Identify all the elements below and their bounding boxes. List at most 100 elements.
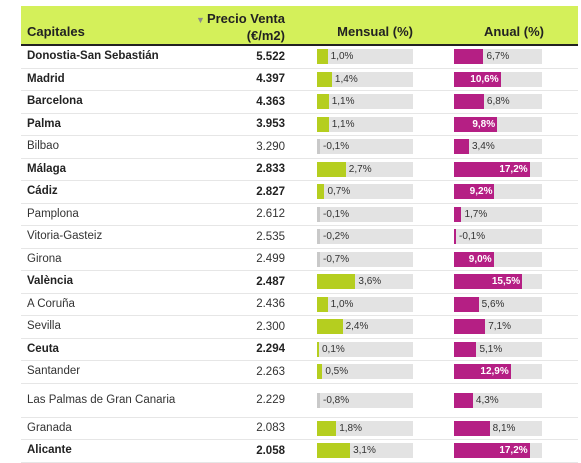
price-cell: 2.229 bbox=[256, 394, 285, 406]
annual-label: 3,4% bbox=[471, 141, 495, 153]
annual-bar bbox=[454, 94, 484, 110]
annual-bar-track: 6,7% bbox=[454, 49, 542, 65]
annual-bar-track: 1,7% bbox=[454, 206, 542, 222]
monthly-bar-track: 2,4% bbox=[317, 319, 413, 335]
annual-bar bbox=[454, 296, 479, 312]
monthly-label: 0,7% bbox=[327, 186, 351, 198]
monthly-bar-track: 1,0% bbox=[317, 296, 413, 312]
annual-label: 9,2% bbox=[469, 186, 493, 198]
annual-label: 6,8% bbox=[486, 96, 510, 108]
price-cell: 5.522 bbox=[256, 50, 285, 63]
city-cell: A Coruña bbox=[27, 297, 75, 310]
price-cell: 2.827 bbox=[256, 185, 285, 198]
monthly-label: 2,7% bbox=[348, 163, 372, 175]
price-cell: 2.487 bbox=[256, 275, 285, 288]
table-row: Alicante 2.058 3,1% 17,2% bbox=[21, 440, 578, 463]
monthly-bar bbox=[317, 161, 346, 177]
annual-bar bbox=[454, 364, 511, 380]
monthly-bar-track: 2,7% bbox=[317, 161, 413, 177]
annual-bar bbox=[454, 49, 484, 65]
annual-label: 5,6% bbox=[481, 298, 505, 310]
table-row: Barcelona 4.363 1,1% 6,8% bbox=[21, 91, 578, 114]
annual-label: 4,3% bbox=[475, 394, 499, 406]
monthly-bar bbox=[317, 420, 337, 436]
annual-bar bbox=[454, 229, 456, 245]
city-cell: Ceuta bbox=[27, 342, 59, 355]
monthly-label: -0,7% bbox=[323, 253, 350, 265]
table-row: Donostia-San Sebastián 5.522 1,0% 6,7% bbox=[21, 46, 578, 69]
city-cell: Granada bbox=[27, 421, 72, 434]
monthly-label: -0,2% bbox=[323, 231, 350, 243]
annual-bar bbox=[454, 420, 490, 436]
annual-bar-track: 9,2% bbox=[454, 184, 542, 200]
monthly-bar bbox=[317, 49, 328, 65]
annual-bar bbox=[454, 341, 477, 357]
annual-bar-track: 5,1% bbox=[454, 341, 542, 357]
annual-label: 7,1% bbox=[488, 321, 512, 333]
annual-bar bbox=[454, 206, 462, 222]
monthly-bar bbox=[317, 443, 351, 459]
monthly-label: 1,1% bbox=[331, 96, 355, 108]
monthly-bar bbox=[317, 274, 356, 290]
city-cell: Vitoria-Gasteiz bbox=[27, 230, 103, 243]
table-row: Pamplona 2.612 -0,1% 1,7% bbox=[21, 204, 578, 226]
column-header-price[interactable]: ▼ Precio Venta (€/m2) bbox=[183, 11, 285, 43]
column-header-price-line2: (€/m2) bbox=[246, 28, 285, 43]
table-body: Donostia-San Sebastián 5.522 1,0% 6,7% Madri… bbox=[21, 46, 578, 463]
annual-label: 12,9% bbox=[480, 366, 509, 378]
city-cell: València bbox=[27, 275, 74, 288]
price-cell: 2.535 bbox=[256, 230, 285, 243]
column-header-monthly[interactable]: Mensual (%) bbox=[337, 24, 413, 39]
annual-label: 15,5% bbox=[491, 276, 521, 288]
annual-label: 10,6% bbox=[470, 73, 499, 85]
city-cell: Cádiz bbox=[27, 185, 58, 198]
monthly-label: 1,1% bbox=[331, 118, 355, 130]
monthly-bar-track: 1,1% bbox=[317, 116, 413, 132]
annual-bar bbox=[454, 71, 501, 87]
column-header-annual[interactable]: Anual (%) bbox=[484, 24, 544, 39]
annual-bar-track: 3,4% bbox=[454, 139, 542, 155]
monthly-bar-track: 0,5% bbox=[317, 364, 413, 380]
city-cell: Las Palmas de Gran Canaria bbox=[27, 393, 176, 406]
annual-bar-track: 17,2% bbox=[454, 161, 542, 177]
monthly-bar-track: 1,0% bbox=[317, 49, 413, 65]
monthly-bar bbox=[317, 296, 328, 312]
price-cell: 2.083 bbox=[256, 422, 285, 435]
monthly-label: -0,1% bbox=[323, 208, 350, 220]
table-row: Girona 2.499 -0,7% 9,0% bbox=[21, 249, 578, 271]
table-row: Bilbao 3.290 -0,1% 3,4% bbox=[21, 136, 578, 159]
column-header-price-line1: Precio Venta bbox=[206, 11, 285, 26]
monthly-bar-track: 0,1% bbox=[317, 341, 413, 357]
table-row: Las Palmas de Gran Canaria 2.229 -0,8% 4,3% bbox=[21, 384, 578, 418]
price-cell: 2.833 bbox=[256, 163, 285, 176]
price-cell: 2.499 bbox=[256, 253, 285, 266]
annual-bar bbox=[454, 161, 530, 177]
column-header-city[interactable]: Capitales bbox=[27, 24, 85, 39]
annual-bar bbox=[454, 139, 469, 155]
annual-label: -0,1% bbox=[459, 231, 486, 243]
monthly-bar bbox=[317, 392, 320, 408]
city-cell: Alicante bbox=[27, 444, 72, 457]
annual-label: 9,0% bbox=[468, 253, 492, 265]
price-cell: 3.290 bbox=[256, 140, 285, 153]
annual-label: 5,1% bbox=[479, 343, 503, 355]
annual-bar bbox=[454, 184, 495, 200]
city-cell: Bilbao bbox=[27, 140, 59, 153]
table-row: Granada 2.083 1,8% 8,1% bbox=[21, 418, 578, 440]
monthly-bar-track: 3,6% bbox=[317, 274, 413, 290]
price-cell: 2.300 bbox=[256, 320, 285, 333]
sort-down-triangle-icon[interactable]: ▼ bbox=[196, 15, 205, 25]
annual-bar bbox=[454, 251, 494, 267]
monthly-bar bbox=[317, 319, 343, 335]
monthly-label: 0,5% bbox=[325, 366, 349, 378]
price-cell: 4.363 bbox=[256, 95, 285, 108]
monthly-label: 3,1% bbox=[353, 445, 376, 457]
price-cell: 2.436 bbox=[256, 298, 285, 311]
annual-label: 8,1% bbox=[492, 422, 516, 434]
annual-bar bbox=[454, 274, 523, 290]
monthly-label: 1,0% bbox=[330, 298, 354, 310]
table-row: Sevilla 2.300 2,4% 7,1% bbox=[21, 316, 578, 339]
annual-bar-track: 15,5% bbox=[454, 274, 542, 290]
annual-bar-track: 17,2% bbox=[454, 443, 542, 459]
annual-bar-track: -0,1% bbox=[454, 229, 542, 245]
